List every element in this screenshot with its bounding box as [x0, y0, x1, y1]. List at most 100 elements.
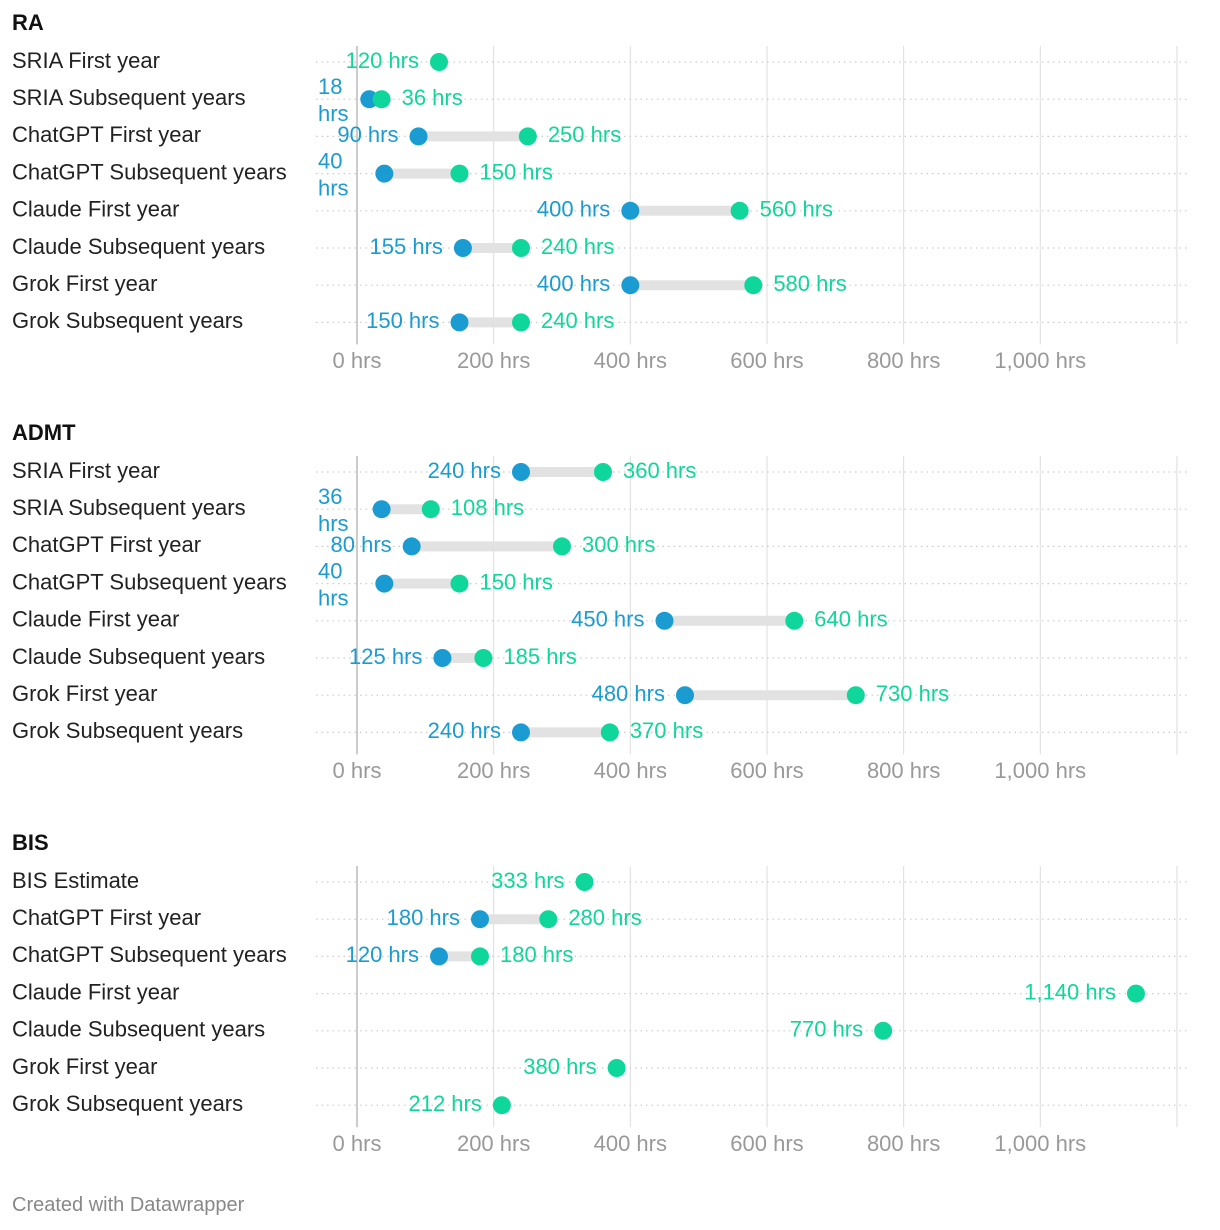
low-dot-bis-2: [429, 947, 448, 966]
high-dot-admt-1: [421, 500, 440, 519]
x-tick-label-admt-4: 800 hrs: [867, 758, 940, 783]
low-label-ra-7: 150 hrs: [366, 308, 439, 333]
high-label-admt-5: 185 hrs: [503, 644, 576, 669]
x-tick-label-admt-3: 600 hrs: [730, 758, 803, 783]
row-label-admt-3: ChatGPT Subsequent years: [12, 569, 287, 594]
x-tick-label-bis-2: 400 hrs: [594, 1131, 667, 1156]
high-dot-admt-5: [474, 649, 493, 667]
low-label-ra-6: 400 hrs: [537, 271, 610, 296]
x-tick-label-ra-3: 600 hrs: [730, 348, 803, 373]
low-label-admt-2: 80 hrs: [331, 532, 392, 557]
x-tick-label-ra-5: 1,000 hrs: [994, 348, 1086, 373]
low-label-admt-0: 240 hrs: [428, 458, 501, 483]
x-tick-label-admt-0: 0 hrs: [333, 758, 382, 783]
row-label-admt-2: ChatGPT First year: [12, 532, 201, 557]
panel-title-bis: BIS: [12, 830, 49, 855]
row-label-bis-2: ChatGPT Subsequent years: [12, 942, 287, 967]
panel-title-admt: ADMT: [12, 420, 76, 445]
high-label-admt-0: 360 hrs: [623, 458, 696, 483]
low-label-ra-1: 18 hrs: [318, 74, 349, 126]
low-label-ra-3: 40 hrs: [318, 148, 349, 200]
high-label-admt-3: 150 hrs: [479, 569, 552, 594]
high-dot-bis-2: [470, 947, 489, 966]
low-dot-admt-1: [372, 500, 391, 519]
row-label-bis-6: Grok Subsequent years: [12, 1091, 243, 1116]
chart-svg: RA 0 hrs 200 hrs 400 hrs 600 hrs 800 hrs 1,000…: [12, 10, 1188, 1156]
high-label-bis-3: 1,140 hrs: [1024, 979, 1116, 1004]
high-dot-admt-7: [600, 723, 619, 742]
row-label-ra-7: Grok Subsequent years: [12, 308, 243, 333]
x-tick-label-bis-0: 0 hrs: [333, 1131, 382, 1156]
high-dot-ra-0: [429, 53, 448, 71]
high-label-ra-3: 150 hrs: [479, 159, 552, 184]
row-label-admt-0: SRIA First year: [12, 458, 160, 483]
row-label-ra-2: ChatGPT First year: [12, 122, 201, 147]
low-label-bis-1: 180 hrs: [387, 905, 460, 930]
high-label-bis-1: 280 hrs: [568, 905, 641, 930]
row-label-admt-5: Claude Subsequent years: [12, 644, 265, 669]
low-dot-ra-3: [375, 164, 394, 183]
x-tick-label-ra-1: 200 hrs: [457, 348, 530, 373]
x-tick-label-bis-5: 1,000 hrs: [994, 1131, 1086, 1156]
row-label-bis-5: Grok First year: [12, 1054, 157, 1079]
high-dot-bis-5: [607, 1059, 626, 1077]
high-label-ra-4: 560 hrs: [760, 197, 833, 222]
row-label-ra-5: Claude Subsequent years: [12, 234, 265, 259]
row-label-bis-3: Claude First year: [12, 979, 180, 1004]
panel-title-ra: RA: [12, 10, 44, 35]
low-label-admt-3: 40 hrs: [318, 558, 349, 610]
high-dot-bis-3: [1126, 984, 1145, 1003]
high-dot-ra-3: [450, 164, 469, 183]
high-label-admt-7: 370 hrs: [630, 718, 703, 743]
row-label-ra-1: SRIA Subsequent years: [12, 85, 246, 110]
low-label-admt-1: 36 hrs: [318, 484, 349, 536]
x-tick-label-ra-4: 800 hrs: [867, 348, 940, 373]
low-dot-ra-7: [450, 313, 469, 332]
high-label-ra-6: 580 hrs: [773, 271, 846, 296]
low-dot-ra-1: [360, 90, 379, 109]
high-dot-ra-1: [372, 90, 391, 109]
x-tick-label-ra-2: 400 hrs: [594, 348, 667, 373]
row-label-ra-6: Grok First year: [12, 271, 157, 296]
high-label-ra-5: 240 hrs: [541, 234, 614, 259]
row-label-admt-6: Grok First year: [12, 681, 157, 706]
high-dot-bis-1: [539, 910, 558, 929]
high-label-bis-5: 380 hrs: [523, 1054, 596, 1079]
x-tick-label-ra-0: 0 hrs: [333, 348, 382, 373]
row-label-bis-1: ChatGPT First year: [12, 905, 201, 930]
row-label-admt-7: Grok Subsequent years: [12, 718, 243, 743]
high-dot-ra-4: [730, 201, 749, 220]
high-label-bis-4: 770 hrs: [790, 1017, 863, 1042]
low-label-admt-7: 240 hrs: [428, 718, 501, 743]
high-label-admt-4: 640 hrs: [814, 607, 887, 632]
x-tick-label-bis-1: 200 hrs: [457, 1131, 530, 1156]
low-label-bis-2: 120 hrs: [346, 942, 419, 967]
row-label-ra-4: Claude First year: [12, 197, 180, 222]
low-label-ra-4: 400 hrs: [537, 197, 610, 222]
high-label-admt-1: 108 hrs: [451, 495, 524, 520]
row-label-bis-4: Claude Subsequent years: [12, 1017, 265, 1042]
low-dot-admt-4: [655, 611, 674, 630]
low-dot-ra-6: [621, 276, 640, 295]
high-label-bis-6: 212 hrs: [408, 1091, 481, 1116]
low-dot-admt-3: [375, 574, 394, 593]
high-label-ra-0: 120 hrs: [346, 48, 419, 73]
high-label-ra-2: 250 hrs: [548, 122, 621, 147]
row-label-ra-3: ChatGPT Subsequent years: [12, 159, 287, 184]
low-dot-admt-2: [402, 537, 421, 556]
low-dot-admt-7: [511, 723, 530, 742]
low-dot-ra-4: [621, 201, 640, 220]
high-dot-bis-6: [492, 1096, 511, 1115]
high-label-admt-2: 300 hrs: [582, 532, 655, 557]
row-label-admt-1: SRIA Subsequent years: [12, 495, 246, 520]
high-label-bis-0: 333 hrs: [491, 868, 564, 893]
high-label-ra-7: 240 hrs: [541, 308, 614, 333]
high-label-ra-1: 36 hrs: [402, 85, 463, 110]
low-label-admt-5: 125 hrs: [349, 644, 422, 669]
x-tick-label-admt-5: 1,000 hrs: [994, 758, 1086, 783]
low-label-ra-5: 155 hrs: [370, 234, 443, 259]
x-tick-label-bis-4: 800 hrs: [867, 1131, 940, 1156]
high-dot-admt-0: [593, 463, 612, 481]
low-dot-admt-5: [433, 649, 452, 667]
